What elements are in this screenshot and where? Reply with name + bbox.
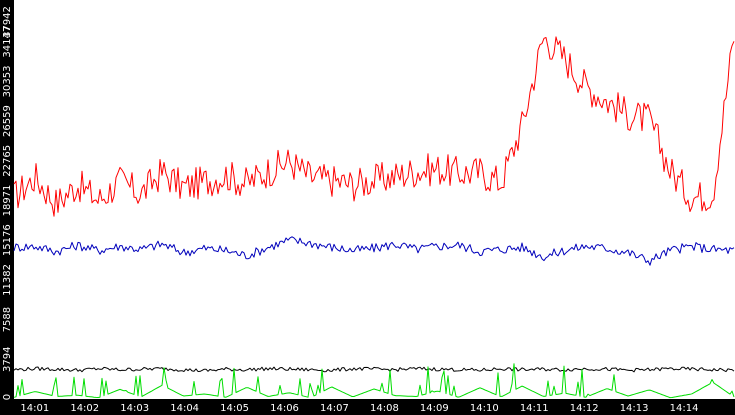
x-tick-label: 14:01 <box>20 403 49 414</box>
x-tick-label: 14:13 <box>620 403 649 414</box>
series-line-2 <box>13 236 735 266</box>
y-axis-tick-labels: 0 3794 7588 11382 15176 18971 22765 26559 30353 3… <box>2 6 13 400</box>
series-line-1 <box>13 36 735 217</box>
x-tick-label: 14:06 <box>270 403 299 414</box>
y-axis-band <box>0 0 14 415</box>
y-tick-label: 26559 <box>2 105 13 137</box>
y-tick-label: 30353 <box>2 66 13 98</box>
y-tick-label: 3794 <box>2 347 13 372</box>
y-tick-label: 18971 <box>2 185 13 217</box>
series-lines <box>13 36 735 399</box>
x-tick-label: 14:04 <box>170 403 199 414</box>
y-tick-label: 0 <box>2 394 13 400</box>
y-tick-label: 37942 <box>2 6 13 38</box>
x-tick-label: 14:09 <box>420 403 449 414</box>
series-line-3 <box>13 366 735 373</box>
x-tick-label: 14:12 <box>570 403 599 414</box>
y-tick-label: 7588 <box>2 307 13 332</box>
y-tick-label: 15176 <box>2 224 13 256</box>
x-tick-label: 14:10 <box>470 403 499 414</box>
x-tick-label: 14:14 <box>670 403 699 414</box>
y-tick-label: 22765 <box>2 145 13 177</box>
x-tick-label: 14:05 <box>220 403 249 414</box>
x-axis-tick-labels: 14:01 14:02 14:03 14:04 14:05 14:06 14:07 14:08… <box>20 403 698 414</box>
x-tick-label: 14:02 <box>70 403 99 414</box>
x-tick-label: 14:03 <box>120 403 149 414</box>
x-tick-label: 14:07 <box>320 403 349 414</box>
series-line-4 <box>13 363 735 399</box>
x-tick-label: 14:08 <box>370 403 399 414</box>
x-tick-label: 14:11 <box>520 403 549 414</box>
x-axis-band <box>0 399 735 415</box>
y-tick-label: 34147 <box>2 26 13 58</box>
y-tick-label: 11382 <box>2 264 13 296</box>
